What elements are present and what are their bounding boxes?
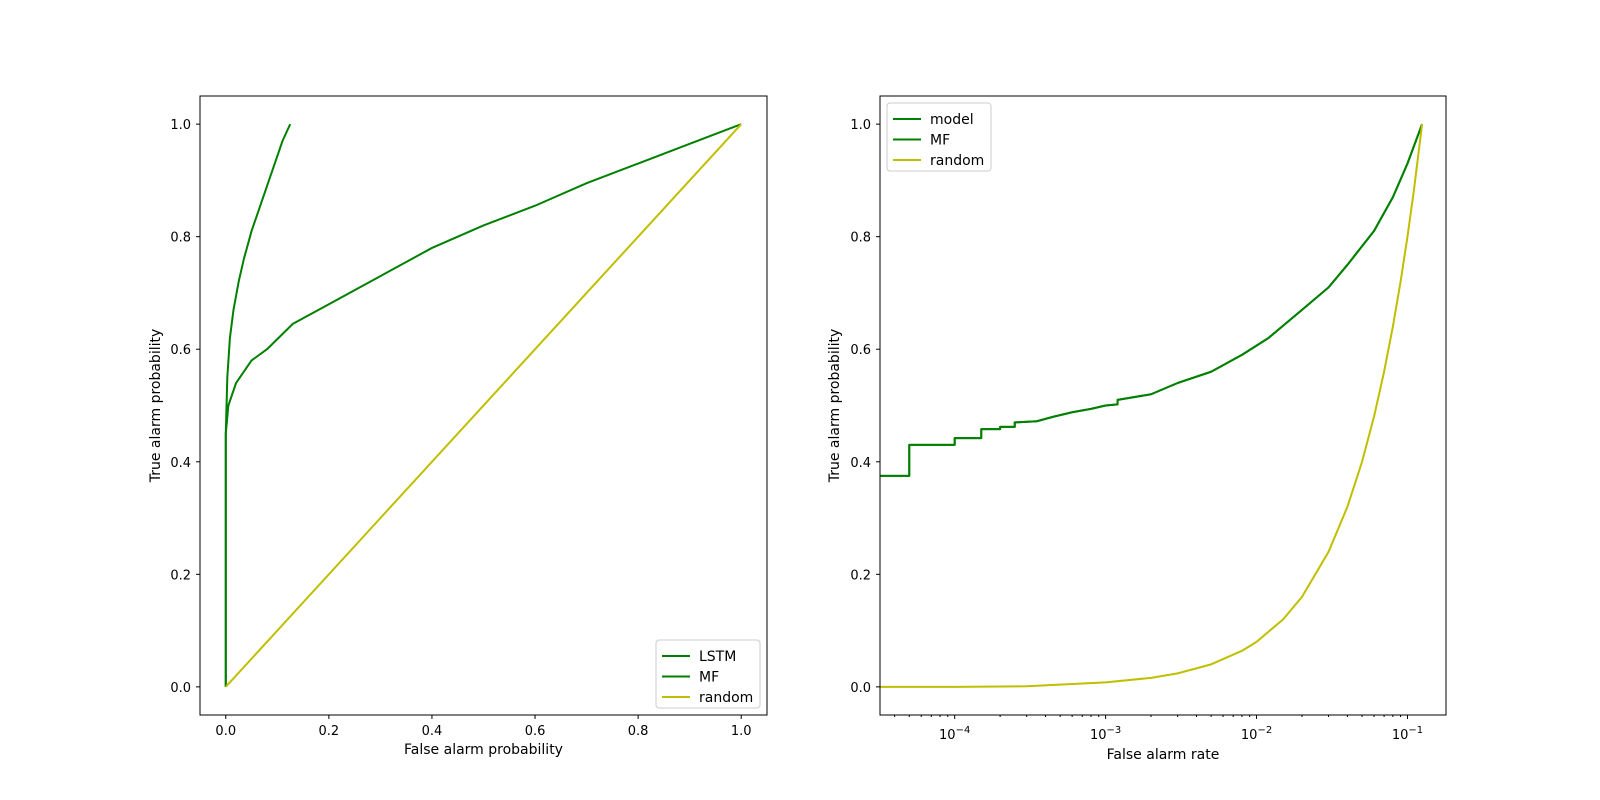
left-x-tick-label: 0.6 — [525, 724, 546, 739]
left-legend-label-mf: MF — [699, 670, 719, 686]
left-y-tick-label: 0.4 — [170, 456, 191, 471]
left-legend: LSTM MF random — [655, 639, 761, 709]
right-x-tick-label: 10−4 — [939, 725, 970, 743]
left-series-layer — [224, 123, 742, 688]
left-y-tick-label: 0.8 — [170, 231, 191, 246]
right-series-mf-line — [880, 123, 1424, 477]
left-x-tick-label: 0.2 — [319, 724, 340, 739]
left-legend-label-lstm: LSTM — [699, 649, 736, 665]
right-axes-frame — [879, 95, 1447, 716]
left-series-mf-line — [224, 123, 742, 687]
left-x-tick-label: 1.0 — [731, 724, 752, 739]
right-ticks-layer: 0.0 0.2 0.4 0.6 0.8 1.0 10−4 10−3 10−2 10−1 — [850, 118, 1423, 743]
right-y-tick-label: 1.0 — [850, 118, 871, 133]
right-legend-label-random: random — [930, 153, 984, 169]
left-y-axis-label: True alarm probability — [148, 329, 164, 484]
right-series-random-line — [880, 124, 1424, 688]
left-x-tick-label: 0.8 — [628, 724, 649, 739]
left-x-tick-label: 0.4 — [422, 724, 443, 739]
right-x-tick-label: 10−1 — [1392, 725, 1423, 743]
right-legend: model MF random — [886, 102, 992, 172]
left-y-tick-label: 0.2 — [170, 568, 191, 583]
left-y-tick-label: 0.0 — [170, 681, 191, 696]
right-legend-label-mf: MF — [930, 133, 950, 149]
right-series-layer — [880, 123, 1424, 688]
right-y-tick-label: 0.0 — [850, 681, 871, 696]
left-x-axis-label: False alarm probability — [404, 742, 563, 758]
left-x-tick-label: 0.0 — [215, 724, 236, 739]
left-series-lstm-line — [224, 123, 292, 687]
right-x-tick-label: 10−3 — [1090, 725, 1121, 743]
right-y-tick-label: 0.2 — [850, 568, 871, 583]
left-legend-label-random: random — [699, 690, 753, 706]
left-axes-frame — [199, 95, 768, 716]
left-ticks-layer: 0.0 0.2 0.4 0.6 0.8 1.0 0.0 0.2 0.4 0.6 0.8 1.0 — [170, 118, 751, 739]
right-x-axis-label: False alarm rate — [1107, 747, 1220, 763]
right-y-tick-label: 0.4 — [850, 456, 871, 471]
left-roc-plot: 0.0 0.2 0.4 0.6 0.8 1.0 0.0 0.2 0.4 0.6 0.8 1.0 Fal… — [148, 95, 768, 758]
right-y-tick-label: 0.6 — [850, 343, 871, 358]
left-y-tick-label: 1.0 — [170, 118, 191, 133]
right-x-tick-label: 10−2 — [1241, 725, 1272, 743]
right-legend-label-model: model — [930, 112, 974, 128]
right-y-tick-label: 0.8 — [850, 231, 871, 246]
left-series-random-line — [225, 123, 742, 688]
right-roc-plot: 0.0 0.2 0.4 0.6 0.8 1.0 10−4 10−3 10−2 10−1 False… — [827, 95, 1447, 763]
right-y-axis-label: True alarm probability — [827, 329, 843, 484]
left-y-tick-label: 0.6 — [170, 343, 191, 358]
